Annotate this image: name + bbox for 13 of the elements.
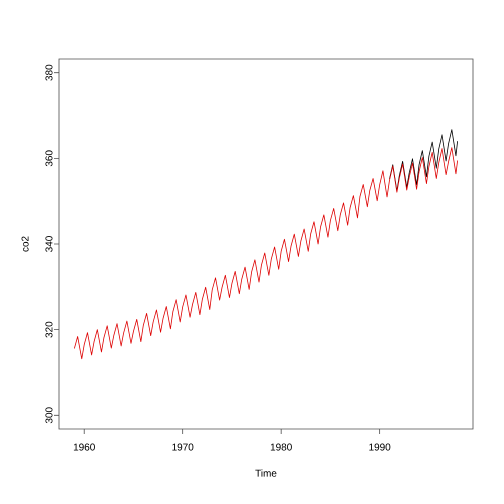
y-tick-label: 320 [45,322,52,338]
y-tick-label: 300 [45,407,52,424]
y-tick-label: 380 [45,64,52,81]
x-tick-label: 1960 [74,444,95,451]
y-tick-label: 340 [45,236,52,252]
x-tick-label: 1970 [172,444,194,451]
x-axis-title: Time [255,469,276,477]
x-tick-label: 1990 [369,444,390,451]
line-series [74,147,458,360]
y-tick-label: 360 [45,150,52,166]
y-axis-title: co2 [22,236,29,252]
x-tick-label: 1980 [270,444,292,451]
line-series [389,129,458,192]
